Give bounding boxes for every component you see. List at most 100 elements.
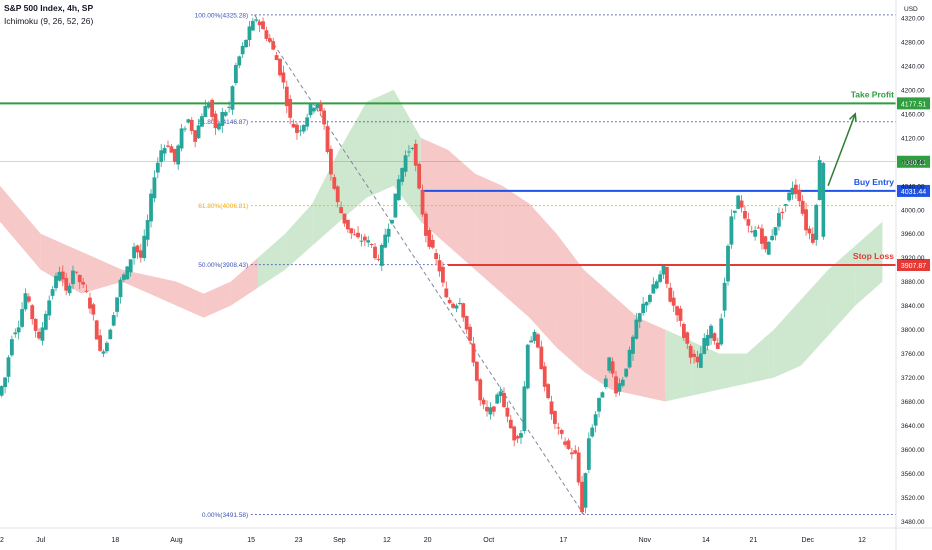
cloud-segment	[556, 233, 584, 372]
candle-body	[332, 177, 337, 189]
cloud-segment	[81, 251, 123, 294]
y-tick-label: 3520.00	[901, 495, 925, 502]
candle-body	[810, 233, 815, 243]
candle-body	[305, 117, 310, 127]
candle-body	[298, 130, 303, 132]
candle-body	[373, 246, 377, 259]
level-name-label: Take Profit	[851, 89, 894, 99]
candle-body	[135, 245, 140, 253]
cloud-segment	[583, 269, 611, 390]
candle-body	[250, 20, 255, 31]
candle-body	[597, 397, 601, 412]
candle-body	[502, 392, 506, 407]
candle-body	[678, 308, 683, 321]
candle-body	[600, 392, 605, 398]
candle-body	[488, 407, 493, 415]
x-tick-label: 17	[559, 537, 567, 544]
fib-level-label: 100.00%(4325.28)	[195, 12, 249, 19]
candle-body	[753, 230, 758, 237]
fib-level-label: 0.00%(3491.58)	[202, 512, 248, 519]
candle-body	[352, 234, 357, 236]
candle-body	[356, 232, 360, 238]
candle-body	[807, 228, 812, 234]
cloud-segment	[529, 203, 557, 348]
candle-body	[67, 285, 72, 294]
y-tick-label: 4120.00	[901, 135, 925, 142]
cloud-segment	[475, 173, 503, 294]
y-tick-label: 4240.00	[901, 63, 925, 70]
candle-body	[71, 270, 75, 285]
candle-body	[515, 436, 520, 439]
candle-body	[441, 266, 445, 283]
candle-body	[743, 211, 747, 219]
candle-body	[383, 234, 388, 248]
candle-body	[491, 406, 496, 412]
candle-body	[698, 353, 703, 368]
candle-body	[217, 123, 221, 130]
candle-body	[651, 284, 656, 294]
candle-body	[468, 326, 472, 341]
candle-body	[424, 213, 428, 236]
y-tick-label: 3480.00	[901, 519, 925, 526]
candle-body	[648, 294, 652, 302]
x-tick-label: 14	[702, 537, 710, 544]
candle-body	[0, 386, 4, 396]
candle-body	[132, 246, 136, 259]
candle-body	[763, 236, 768, 250]
candle-body	[179, 128, 184, 149]
candle-body	[512, 426, 517, 441]
x-tick-label: Jul	[36, 537, 45, 544]
candle-body	[447, 299, 452, 304]
candle-body	[434, 253, 439, 259]
candle-body	[3, 377, 7, 388]
candle-body	[40, 327, 45, 341]
candle-body	[149, 193, 153, 222]
cloud-segment	[230, 257, 258, 306]
candle-body	[288, 98, 293, 118]
candle-body	[9, 339, 14, 356]
cloud-segment	[0, 185, 41, 270]
candle-body	[200, 116, 204, 127]
candle-body	[396, 179, 401, 201]
candle-body	[393, 193, 398, 218]
y-tick-label: 3800.00	[901, 327, 925, 334]
candle-body	[101, 351, 106, 354]
candle-body	[617, 383, 622, 392]
candle-body	[145, 220, 150, 240]
y-tick-label: 3680.00	[901, 399, 925, 406]
x-tick-label: 23	[295, 537, 303, 544]
candle-body	[247, 26, 252, 40]
candle-body	[244, 39, 248, 48]
candles	[0, 17, 826, 515]
candle-body	[607, 357, 612, 371]
level-price-label: 4031.44	[901, 189, 926, 196]
level-price-tag	[897, 97, 930, 110]
candle-body	[254, 19, 259, 21]
candle-body	[308, 104, 313, 116]
candle-body	[88, 297, 92, 309]
candle-body	[556, 427, 561, 429]
candle-body	[366, 240, 371, 243]
candle-body	[196, 125, 201, 139]
candle-body	[797, 189, 802, 202]
cloud-segment	[448, 149, 476, 270]
cloud-segment	[257, 233, 286, 288]
level-price-label: 3907.87	[901, 263, 926, 270]
candle-body	[681, 323, 686, 338]
candle-body	[457, 302, 462, 305]
candle-body	[709, 325, 713, 339]
cloud-segment	[366, 89, 394, 198]
level-price-tag	[897, 258, 930, 271]
candle-body	[573, 450, 578, 454]
candle-body	[814, 204, 819, 240]
candle-body	[603, 378, 608, 388]
candle-body	[125, 266, 130, 280]
candle-body	[271, 41, 276, 50]
trade-levels: Take Profit 4177.51 Buy Entry 4031.44 Stop L…	[0, 89, 930, 271]
y-tick-label: 3560.00	[901, 471, 925, 478]
candle-body	[760, 228, 764, 244]
y-tick-label: 3720.00	[901, 375, 925, 382]
candle-body	[349, 228, 354, 234]
